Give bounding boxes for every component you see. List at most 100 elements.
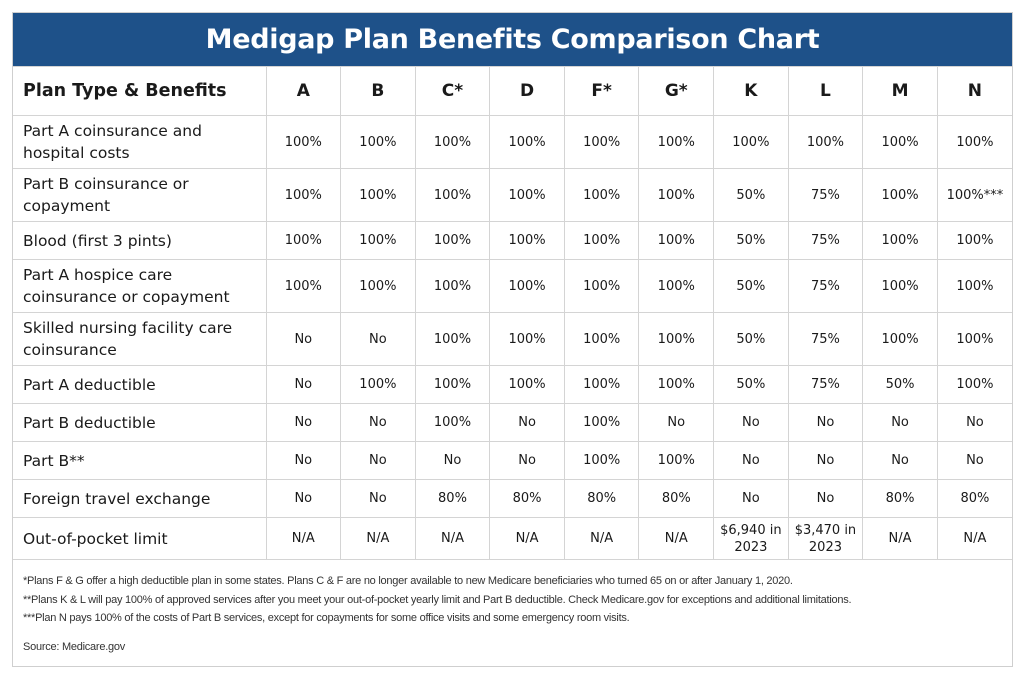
coverage-cell: 100%*** (936, 168, 1012, 222)
header-plan: L (787, 66, 864, 116)
coverage-cell: $6,940 in 2023 (713, 517, 789, 560)
benefit-label: Blood (first 3 pints) (13, 221, 267, 260)
coverage-cell: 75% (787, 312, 864, 366)
benefits-table: Plan Type & Benefits A B C* D F* G* K L M N Part A… (13, 66, 1012, 560)
coverage-cell: N/A (563, 517, 640, 560)
coverage-cell: 100% (713, 115, 789, 169)
coverage-cell: 100% (563, 312, 640, 366)
coverage-cell: 50% (713, 365, 789, 404)
coverage-cell: 100% (862, 115, 938, 169)
coverage-cell: No (340, 479, 416, 518)
coverage-cell: No (265, 365, 342, 404)
coverage-cell: 100% (638, 259, 715, 313)
table-row: Foreign travel exchange No No 80% 80% 80% 80% N… (13, 479, 1012, 518)
coverage-cell: 100% (265, 221, 342, 260)
coverage-cell: 100% (638, 168, 715, 222)
coverage-cell: No (489, 441, 565, 480)
coverage-cell: 100% (414, 115, 491, 169)
header-plan: G* (638, 66, 715, 116)
table-row: Part A hospice care coinsurance or copay… (13, 259, 1012, 313)
header-plan: B (340, 66, 416, 116)
header-plan: F* (563, 66, 640, 116)
coverage-cell: 100% (340, 168, 416, 222)
table-row: Part B** No No No No 100% 100% No No No No (13, 441, 1012, 480)
coverage-cell: N/A (936, 517, 1012, 560)
coverage-cell: No (787, 479, 864, 518)
coverage-cell: No (862, 403, 938, 442)
coverage-cell: 100% (936, 365, 1012, 404)
coverage-cell: No (936, 441, 1012, 480)
coverage-cell: 50% (713, 312, 789, 366)
coverage-cell: 50% (713, 168, 789, 222)
coverage-cell: No (862, 441, 938, 480)
chart-title: Medigap Plan Benefits Comparison Chart (13, 13, 1012, 66)
benefit-label: Part B coinsurance or copayment (13, 168, 267, 222)
coverage-cell: N/A (340, 517, 416, 560)
coverage-cell: 100% (563, 441, 640, 480)
coverage-cell: 100% (265, 115, 342, 169)
coverage-cell: 100% (340, 221, 416, 260)
coverage-cell: 100% (414, 259, 491, 313)
coverage-cell: N/A (489, 517, 565, 560)
coverage-cell: No (936, 403, 1012, 442)
coverage-cell: 75% (787, 259, 864, 313)
coverage-cell: 80% (563, 479, 640, 518)
coverage-cell: 100% (936, 312, 1012, 366)
table-row: Part A coinsurance and hospital costs 100… (13, 115, 1012, 169)
coverage-cell: No (713, 403, 789, 442)
coverage-cell: 100% (936, 115, 1012, 169)
coverage-cell: $3,470 in 2023 (787, 517, 864, 560)
coverage-cell: N/A (414, 517, 491, 560)
coverage-cell: 80% (638, 479, 715, 518)
benefit-label: Part A coinsurance and hospital costs (13, 115, 267, 169)
coverage-cell: 100% (862, 168, 938, 222)
coverage-cell: 100% (340, 259, 416, 313)
coverage-cell: No (340, 403, 416, 442)
coverage-cell: No (265, 312, 342, 366)
coverage-cell: 100% (638, 115, 715, 169)
benefit-label: Out-of-pocket limit (13, 517, 267, 560)
coverage-cell: 50% (713, 259, 789, 313)
footnotes: *Plans F & G offer a high deductible pla… (13, 560, 1012, 666)
coverage-cell: 100% (862, 221, 938, 260)
coverage-cell: 100% (340, 365, 416, 404)
header-plan: K (713, 66, 789, 116)
coverage-cell: 100% (787, 115, 864, 169)
coverage-cell: N/A (862, 517, 938, 560)
coverage-cell: 100% (489, 221, 565, 260)
table-row: Out-of-pocket limit N/A N/A N/A N/A N/A N/A $6,… (13, 517, 1012, 560)
header-plan: M (862, 66, 938, 116)
coverage-cell: No (713, 441, 789, 480)
coverage-cell: N/A (638, 517, 715, 560)
coverage-cell: No (787, 403, 864, 442)
coverage-cell: 100% (638, 365, 715, 404)
coverage-cell: 100% (563, 365, 640, 404)
coverage-cell: 100% (862, 312, 938, 366)
coverage-cell: 100% (638, 312, 715, 366)
benefit-label: Part B** (13, 441, 267, 480)
table-row: Part A deductible No 100% 100% 100% 100% 100% 5… (13, 365, 1012, 404)
table-row: Skilled nursing facility care coinsuranc… (13, 312, 1012, 366)
table-row: Part B coinsurance or copayment 100% 100% 1… (13, 168, 1012, 222)
header-plan: A (265, 66, 342, 116)
coverage-cell: 100% (489, 115, 565, 169)
header-plan: N (936, 66, 1012, 116)
benefit-label: Foreign travel exchange (13, 479, 267, 518)
coverage-cell: 100% (265, 259, 342, 313)
coverage-cell: 100% (489, 365, 565, 404)
coverage-cell: N/A (265, 517, 342, 560)
footnote: ***Plan N pays 100% of the costs of Part… (23, 612, 630, 624)
header-plan: D (489, 66, 565, 116)
coverage-cell: 100% (638, 441, 715, 480)
coverage-cell: 50% (713, 221, 789, 260)
benefit-label: Skilled nursing facility care coinsuranc… (13, 312, 267, 366)
coverage-cell: No (638, 403, 715, 442)
coverage-cell: 100% (638, 221, 715, 260)
coverage-cell: 100% (563, 403, 640, 442)
coverage-cell: No (340, 441, 416, 480)
coverage-cell: 100% (563, 221, 640, 260)
coverage-cell: No (713, 479, 789, 518)
footnote: **Plans K & L will pay 100% of approved … (23, 593, 852, 606)
coverage-cell: 100% (489, 259, 565, 313)
coverage-cell: 100% (563, 168, 640, 222)
